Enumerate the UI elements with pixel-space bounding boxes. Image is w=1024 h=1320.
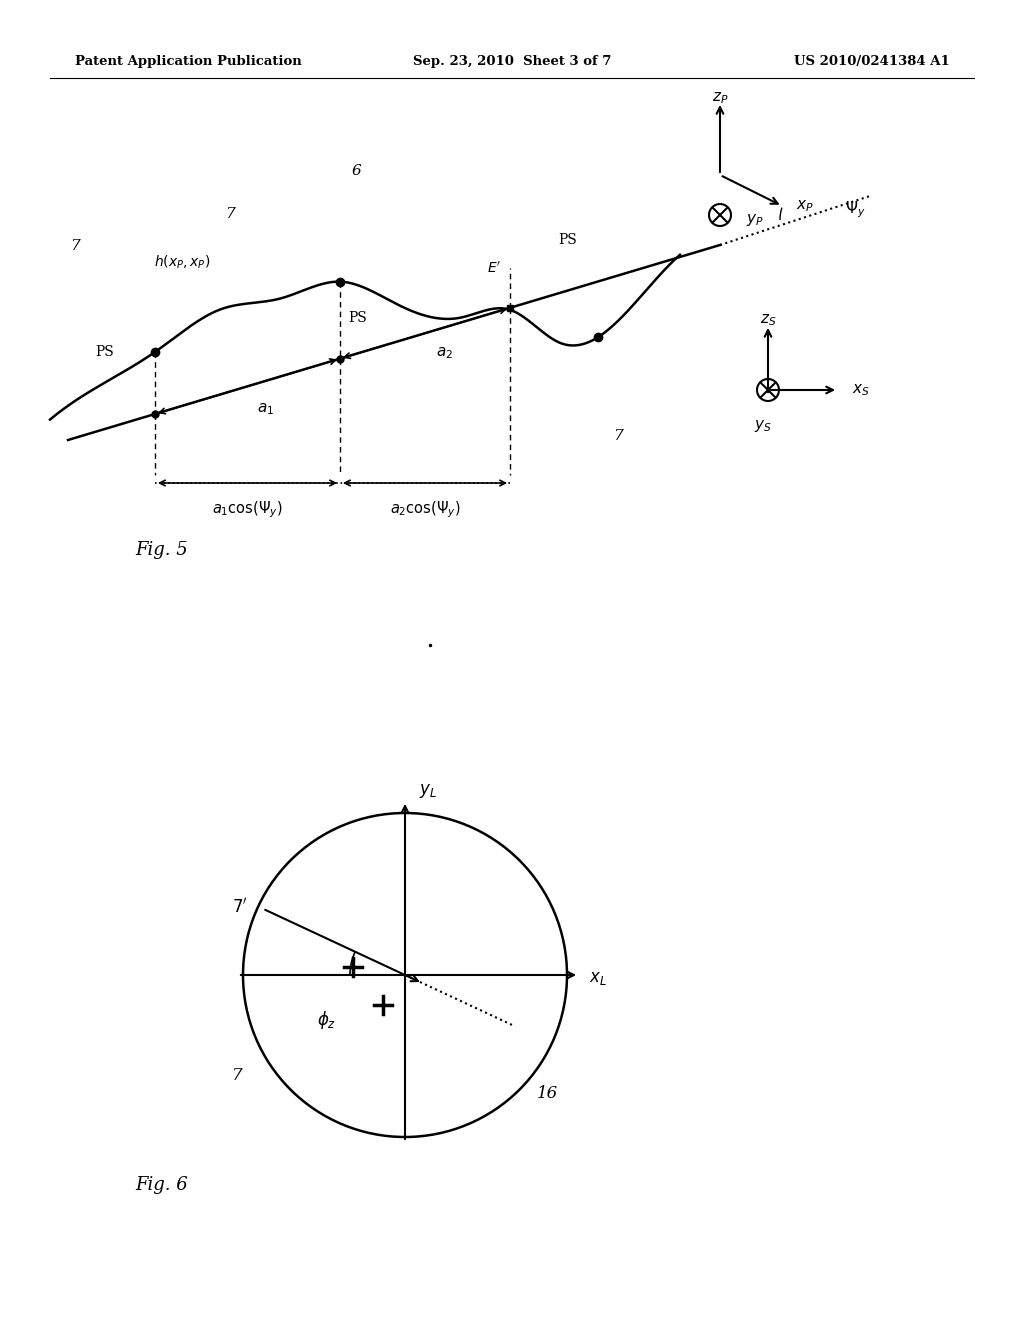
Text: $y_L$: $y_L$: [419, 781, 437, 800]
Text: PS: PS: [558, 234, 577, 247]
Text: $y_P$: $y_P$: [746, 213, 764, 228]
Text: Fig. 6: Fig. 6: [135, 1176, 187, 1195]
Text: $\phi_z$: $\phi_z$: [317, 1008, 337, 1031]
Text: $z_P$: $z_P$: [712, 90, 728, 106]
Text: Fig. 5: Fig. 5: [135, 541, 187, 558]
Text: $a_1\cos(\Psi_y)$: $a_1\cos(\Psi_y)$: [212, 499, 283, 520]
Text: $7'$: $7'$: [232, 898, 248, 916]
Text: 7: 7: [70, 239, 80, 253]
Text: $z_S$: $z_S$: [760, 312, 776, 327]
Text: 7: 7: [613, 429, 623, 444]
Text: US 2010/0241384 A1: US 2010/0241384 A1: [795, 55, 950, 69]
Text: $\Psi_y$: $\Psi_y$: [845, 199, 865, 220]
Text: $x_L$: $x_L$: [589, 970, 607, 987]
Text: PS: PS: [348, 312, 367, 325]
Text: $E'$: $E'$: [486, 260, 501, 276]
Text: 7: 7: [225, 207, 234, 220]
Text: $x_P$: $x_P$: [797, 198, 814, 214]
Text: $a_2$: $a_2$: [436, 346, 454, 360]
Text: 6: 6: [351, 164, 360, 178]
Text: $h(x_P, x_P)$: $h(x_P, x_P)$: [154, 253, 210, 271]
Text: 16: 16: [537, 1085, 558, 1101]
Text: 7: 7: [231, 1067, 243, 1084]
Text: $x_S$: $x_S$: [852, 383, 869, 397]
Text: $a_2\cos(\Psi_y)$: $a_2\cos(\Psi_y)$: [389, 499, 461, 520]
Text: $a_1$: $a_1$: [257, 401, 274, 417]
Text: $y_S$: $y_S$: [754, 418, 772, 434]
Text: PS: PS: [95, 345, 115, 359]
Text: Patent Application Publication: Patent Application Publication: [75, 55, 302, 69]
Text: Sep. 23, 2010  Sheet 3 of 7: Sep. 23, 2010 Sheet 3 of 7: [413, 55, 611, 69]
